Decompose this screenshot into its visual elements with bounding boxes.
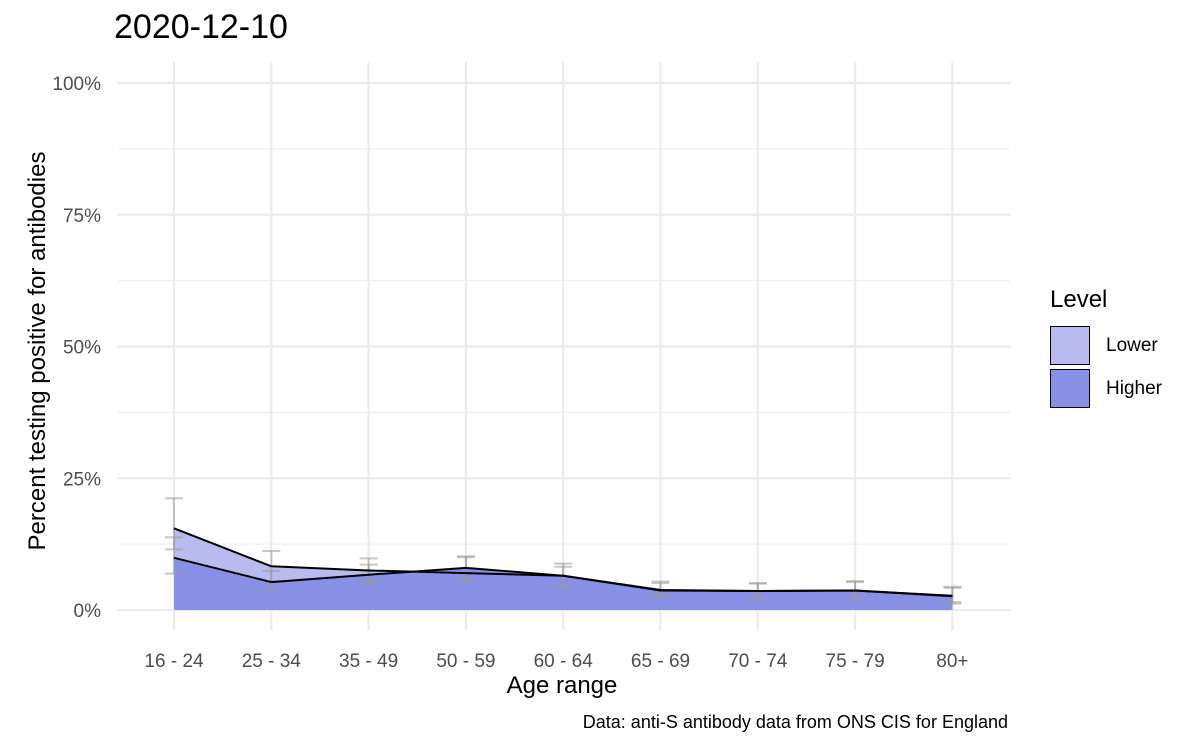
y-tick-label: 25%: [63, 469, 101, 490]
legend-label-higher: Higher: [1106, 377, 1162, 399]
error-bar-higher: [554, 565, 573, 588]
x-tick-label: 80+: [936, 651, 968, 672]
legend-swatch-higher: [1050, 369, 1090, 408]
error-bar-higher: [262, 570, 281, 591]
legend-item-higher: Higher: [1050, 367, 1162, 410]
x-tick-label: 65 - 69: [631, 651, 690, 672]
x-axis-label: Age range: [506, 672, 618, 699]
chart-caption: Data: anti-S antibody data from ONS CIS …: [582, 712, 1008, 732]
legend: Level Lower Higher: [1050, 286, 1162, 410]
legend-swatch-lower: [1050, 326, 1090, 365]
legend-title: Level: [1050, 286, 1108, 313]
x-tick-label: 16 - 24: [144, 651, 204, 672]
y-tick-label: 100%: [52, 74, 101, 95]
x-tick-label: 50 - 59: [436, 651, 495, 672]
error-bar-higher: [165, 536, 183, 575]
y-tick-label: 50%: [63, 338, 101, 359]
legend-item-lower: Lower: [1050, 324, 1162, 367]
x-tick-label: 60 - 64: [534, 651, 594, 672]
series-lines: [173, 527, 953, 598]
x-tick-label: 35 - 49: [339, 651, 398, 672]
legend-label-lower: Lower: [1106, 334, 1158, 356]
x-tick-label: 25 - 34: [242, 651, 302, 672]
x-tick-label: 70 - 74: [728, 651, 788, 672]
y-tick-label: 75%: [63, 206, 101, 227]
x-tick-label: 75 - 79: [826, 651, 885, 672]
tick-labels: 0% 25% 50% 75% 100% 16 - 24 25 - 34 35 - 49 50 -…: [52, 74, 968, 672]
y-axis-label: Percent testing positive for antibodies: [24, 151, 51, 551]
y-tick-label: 0%: [74, 601, 102, 622]
line-higher: [173, 556, 953, 598]
grid-lines: [118, 62, 1010, 630]
chart-title: 2020-12-10: [114, 8, 288, 46]
